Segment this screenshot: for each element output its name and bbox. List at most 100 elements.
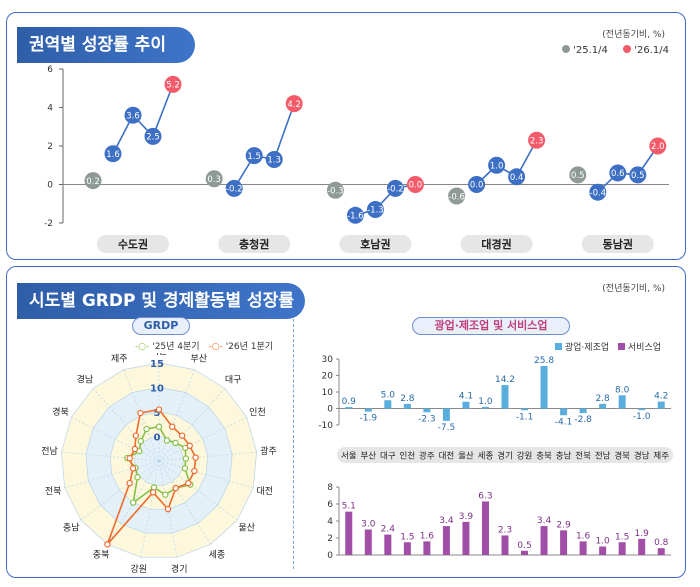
data-point [326, 181, 344, 199]
point-label: 0.3 [207, 175, 221, 185]
radar-tick-label: 10 [150, 384, 164, 395]
data-point [448, 187, 466, 205]
mining-bar [364, 408, 372, 412]
point-label: -1.3 [367, 206, 384, 216]
bar-category-label: 울산 [458, 451, 474, 462]
point-label: -0.3 [327, 186, 344, 196]
service-bar [364, 529, 372, 555]
radar-spoke [158, 460, 211, 545]
mining-value-label: -1.9 [360, 414, 378, 424]
data-point [609, 164, 627, 182]
point-label: 0.6 [611, 169, 625, 179]
mining-bar [579, 408, 587, 414]
mining-value-label: 14.2 [495, 375, 515, 385]
point-label: 0.0 [409, 181, 423, 191]
radar-spoke [158, 369, 195, 462]
point-label: 1.5 [247, 152, 261, 162]
radar-spoke [158, 417, 247, 462]
radar-spoke [64, 460, 160, 489]
point-label: -0.2 [226, 185, 243, 195]
radar-axis-label: 경남 [77, 374, 94, 386]
category-label: 동남권 [603, 238, 633, 251]
bar-category-label: 충북 [536, 452, 552, 462]
mining-value-label: 5.0 [381, 390, 396, 400]
bar-category-label: 경북 [614, 451, 630, 462]
data-point [386, 179, 404, 197]
service-value-label: 2.9 [556, 520, 571, 530]
radar-legend: -○- '25년 4분기 -○- '26년 1분기 [135, 339, 273, 352]
radar-axis-label: 충북 [93, 550, 110, 561]
radar-axis-label: 대구 [225, 375, 242, 386]
service-bar [521, 550, 529, 555]
region-growth-title: 권역별 성장률 추이 [17, 27, 195, 63]
radar-point [134, 474, 141, 481]
service-bar [560, 530, 568, 555]
bar-category-label: 인천 [400, 451, 416, 462]
radar-legend-q1: '26년 1분기 [225, 342, 274, 352]
radar-axis-label: 광주 [260, 445, 277, 457]
mining-value-label: 25.8 [534, 356, 554, 366]
point-label: 5.2 [166, 81, 180, 91]
service-bar [442, 526, 450, 555]
radar-tick-label: 0 [154, 433, 161, 444]
point-label: 2.0 [651, 142, 665, 152]
point-label: 0.4 [510, 173, 524, 183]
service-bar [423, 541, 431, 555]
radar-point [143, 425, 150, 433]
point-label: 1.0 [490, 161, 504, 171]
service-value-label: 0.8 [654, 538, 669, 548]
category-pill [218, 235, 291, 253]
category-label: 대경권 [481, 237, 511, 251]
bar-category-label: 제주 [653, 452, 669, 462]
radar-axis-label: 경기 [171, 563, 188, 575]
bars-legend-mining-swatch [555, 343, 562, 350]
data-point [265, 150, 283, 168]
data-point [285, 95, 303, 113]
legend-dot-q1-2025 [561, 45, 570, 53]
radar-spoke [92, 388, 160, 462]
point-label: 4.2 [287, 100, 301, 110]
upper-y-tick-label: 10 [322, 388, 334, 398]
bars-legend: 광업·제조업 서비스업 [555, 340, 661, 353]
radar-axis-label: 대전 [257, 486, 274, 497]
radar-point [126, 479, 133, 487]
region-growth-legend: '25.1/4 '26.1/4 [561, 45, 669, 56]
data-point [508, 168, 526, 186]
point-label: -0.6 [448, 192, 465, 202]
radar-axis-label: 서울 [151, 353, 168, 357]
service-value-label: 5.1 [342, 502, 356, 512]
service-value-label: 3.0 [361, 520, 376, 530]
service-value-label: 2.3 [498, 525, 512, 535]
point-label: -0.4 [590, 188, 607, 198]
radar-point [169, 423, 176, 430]
mining-bar [657, 401, 665, 409]
point-label: 0.5 [571, 171, 585, 181]
data-point [205, 170, 223, 188]
category-label: 충청권 [239, 237, 269, 251]
radar-axis-label: 울산 [239, 522, 256, 533]
category-pill [460, 235, 533, 253]
data-point [528, 131, 546, 149]
radar-tick-label: 15 [150, 359, 164, 370]
category-label: 호남권 [360, 237, 390, 251]
mining-bar [560, 408, 568, 416]
data-point [245, 147, 263, 165]
bar-category-label: 강원 [517, 451, 533, 462]
radar-point [172, 484, 179, 492]
category-pill [339, 235, 412, 253]
radar-axis-label: 강원 [131, 564, 148, 575]
data-point [649, 137, 667, 155]
series-line [355, 183, 416, 217]
province-growth-panel: 시도별 GRDP 및 경제활동별 성장률 (전년동기비, %) GRDP -○-… [6, 266, 686, 578]
radar-point [163, 437, 171, 444]
radar-spoke [80, 460, 160, 521]
mining-value-label: 1.0 [478, 397, 493, 407]
radar-legend-q1-icon: -○- [208, 342, 223, 352]
radar-point [155, 423, 163, 430]
point-label: 2.3 [530, 136, 544, 146]
radar-point [164, 505, 172, 513]
service-value-label: 1.9 [635, 529, 650, 539]
bar-category-label: 전북 [575, 451, 591, 462]
data-point [124, 106, 142, 124]
